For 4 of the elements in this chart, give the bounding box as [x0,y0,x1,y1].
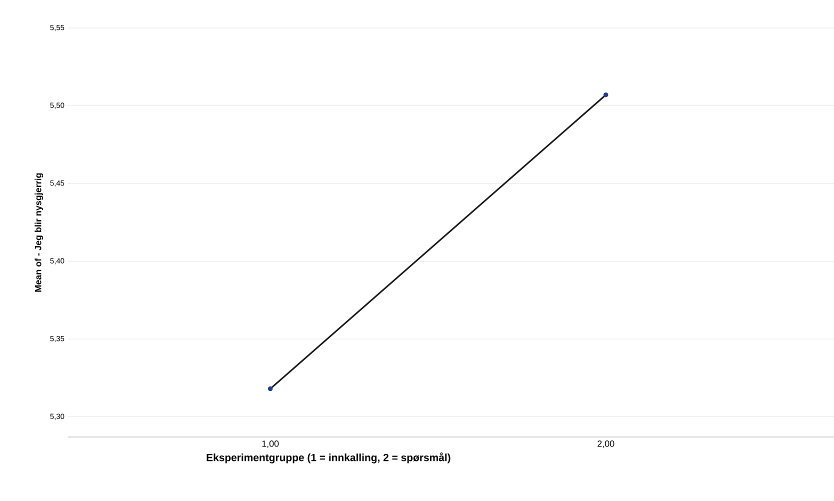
x-axis-title: Eksperimentgruppe (1 = innkalling, 2 = spørsmål) [206,452,450,464]
y-axis-title: Mean of - Jeg blir nysgjerrig [34,173,44,292]
x-tick-label: 1,00 [262,440,279,448]
x-tick-label: 2,00 [598,440,614,448]
